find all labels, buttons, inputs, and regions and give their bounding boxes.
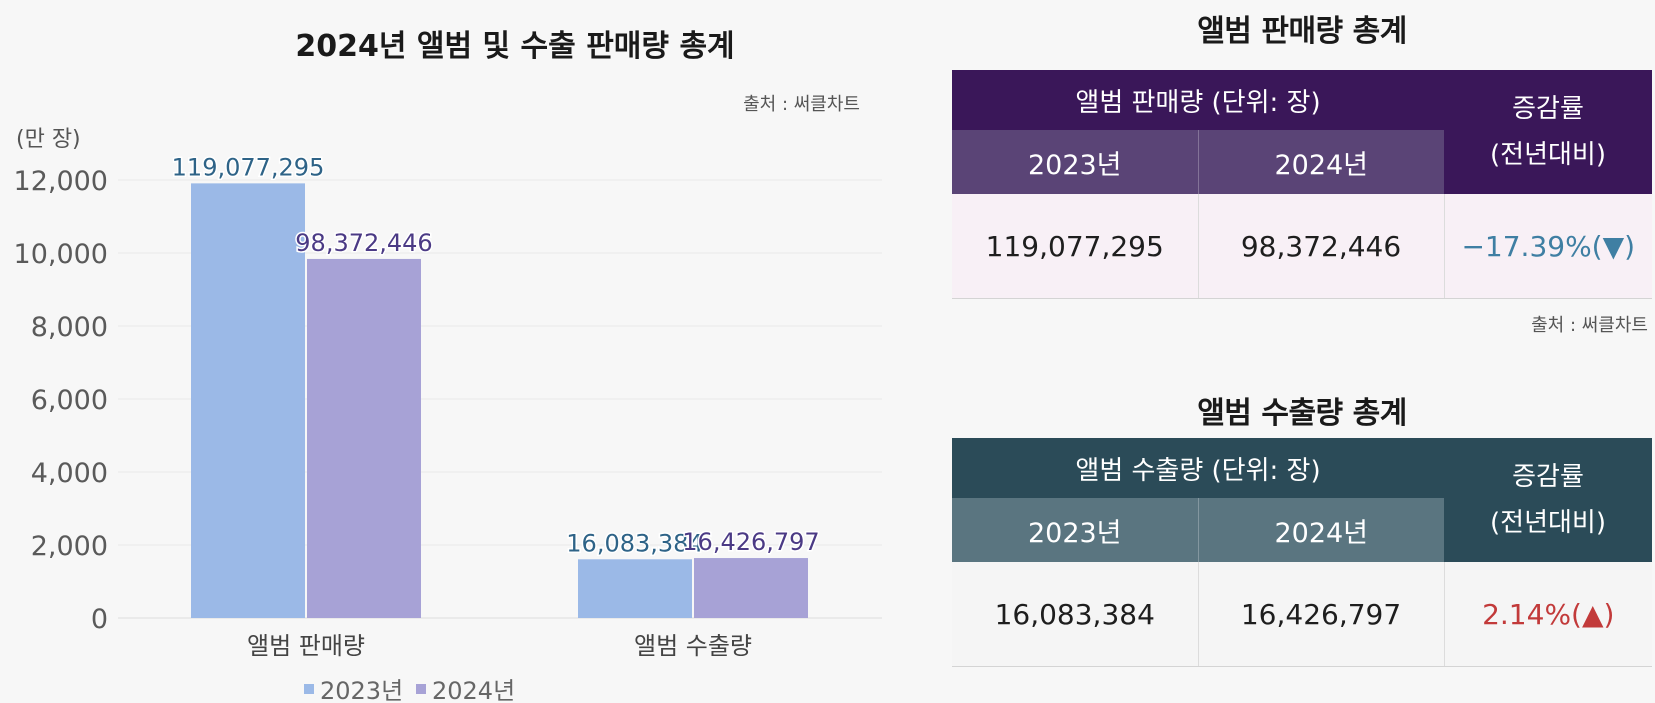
sales-rate-header: 증감률 (전년대비) [1444, 70, 1653, 194]
exports-table: 앨범 수출량 (단위: 장) 증감률 (전년대비) 2023년 2024년 16… [952, 438, 1653, 667]
sales-year-2023: 2023년 [952, 130, 1198, 194]
sales-source-note: 출처 : 써클차트 [1531, 315, 1648, 336]
bar [578, 559, 692, 618]
exports-rate-header-line2: (전년대비) [1490, 508, 1606, 538]
exports-table-block: 앨범 수출량 총계 앨범 수출량 (단위: 장) 증감률 (전년대비) 2023… [952, 388, 1653, 667]
y-tick-label: 12,000 [14, 166, 108, 197]
exports-year-2024: 2024년 [1197, 498, 1445, 562]
exports-rate-header-line1: 증감률 [1512, 462, 1584, 492]
y-tick-label: 0 [91, 604, 108, 635]
sales-value-2024: 98,372,446 [1197, 194, 1445, 299]
sales-table-title: 앨범 판매량 총계 [1197, 14, 1407, 49]
sales-value-2023: 119,077,295 [952, 194, 1198, 299]
bar-data-label: 16,083,384 [566, 529, 703, 557]
exports-rate-value: 2.14%(▲) [1443, 562, 1653, 667]
y-tick-label: 4,000 [31, 458, 108, 489]
bar [694, 558, 808, 618]
bar-data-label: 119,077,295 [172, 153, 325, 181]
exports-table-title: 앨범 수출량 총계 [1197, 396, 1407, 431]
exports-rate-header: 증감률 (전년대비) [1444, 438, 1653, 562]
y-tick-label: 2,000 [31, 531, 108, 562]
legend-swatch [304, 684, 314, 694]
bar [191, 183, 305, 619]
chart-title: 2024년 앨범 및 수출 판매량 총계 [295, 29, 734, 64]
exports-header-main: 앨범 수출량 (단위: 장) [952, 438, 1445, 498]
sales-table-block: 앨범 판매량 총계 앨범 판매량 (단위: 장) 증감률 (전년대비) 2023… [952, 6, 1653, 337]
exports-year-2023: 2023년 [952, 498, 1198, 562]
x-category-label: 앨범 판매량 [247, 632, 365, 660]
sales-rate-header-line1: 증감률 [1512, 94, 1584, 124]
exports-value-2023: 16,083,384 [952, 562, 1198, 667]
bar [307, 258, 421, 618]
y-tick-label: 6,000 [31, 385, 108, 416]
sales-rate-value: −17.39%(▼) [1443, 194, 1653, 299]
sales-rate-header-line2: (전년대비) [1490, 140, 1606, 170]
y-axis-unit-label: (만 장) [16, 127, 81, 152]
y-tick-label: 10,000 [14, 239, 108, 270]
legend-label: 2023년 [320, 677, 403, 703]
bar-data-label: 16,426,797 [682, 528, 819, 556]
legend-swatch [416, 684, 426, 694]
chart-source: 출처 : 써클차트 [743, 94, 860, 115]
x-category-label: 앨범 수출량 [634, 632, 752, 660]
bar-data-label: 98,372,446 [295, 229, 432, 257]
y-tick-label: 8,000 [31, 312, 108, 343]
sales-header-main: 앨범 판매량 (단위: 장) [952, 70, 1445, 130]
legend-label: 2024년 [432, 677, 515, 703]
sales-year-2024: 2024년 [1197, 130, 1445, 194]
sales-table: 앨범 판매량 (단위: 장) 증감률 (전년대비) 2023년 2024년 11… [952, 70, 1653, 299]
exports-value-2024: 16,426,797 [1197, 562, 1445, 667]
